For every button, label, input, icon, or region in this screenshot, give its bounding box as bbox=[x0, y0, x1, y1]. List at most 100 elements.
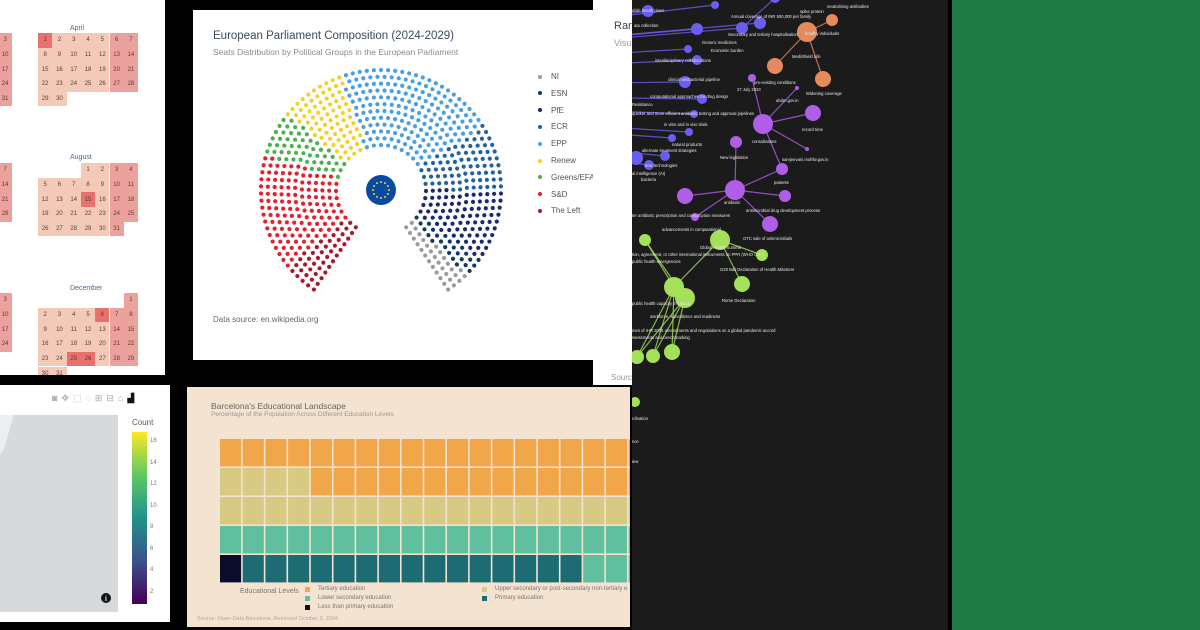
calendar-day[interactable]: 22 bbox=[80, 207, 96, 222]
calendar-day[interactable]: 5 bbox=[80, 307, 96, 323]
calendar-day[interactable]: 17 bbox=[109, 192, 124, 208]
calendar-day[interactable]: 10 bbox=[109, 177, 124, 193]
graph-node[interactable] bbox=[748, 74, 756, 82]
calendar-day[interactable]: 1 bbox=[38, 33, 53, 48]
calendar-day[interactable]: 30 bbox=[38, 366, 53, 375]
calendar-day[interactable]: 25 bbox=[66, 351, 81, 367]
calendar-day[interactable]: 26 bbox=[80, 351, 96, 367]
calendar-day[interactable]: 10 bbox=[52, 322, 67, 338]
calendar-day[interactable]: 20 bbox=[95, 337, 110, 352]
calendar-day[interactable]: 13 bbox=[109, 47, 124, 63]
calendar-day[interactable]: 15 bbox=[80, 192, 96, 208]
calendar-day[interactable]: 21 bbox=[0, 192, 13, 208]
calendar-day[interactable]: 30 bbox=[52, 91, 67, 107]
calendar-day[interactable]: 9 bbox=[95, 177, 110, 193]
calendar-day[interactable]: 18 bbox=[80, 62, 96, 78]
graph-node[interactable] bbox=[736, 22, 748, 34]
calendar-day[interactable]: 26 bbox=[38, 221, 53, 237]
calendar-day[interactable]: 4 bbox=[123, 163, 139, 178]
calendar-day[interactable]: 28 bbox=[109, 351, 124, 367]
calendar-day[interactable]: 26 bbox=[95, 77, 110, 92]
calendar-day[interactable]: 4 bbox=[80, 33, 96, 48]
lasso-icon[interactable]: ◌ bbox=[85, 393, 91, 403]
calendar-day[interactable]: 9 bbox=[38, 322, 53, 338]
calendar-day[interactable]: 12 bbox=[95, 47, 110, 63]
calendar-day[interactable]: 15 bbox=[38, 62, 53, 78]
graph-node[interactable] bbox=[691, 213, 699, 221]
calendar-day[interactable]: 17 bbox=[52, 337, 67, 352]
calendar-day[interactable]: 24 bbox=[52, 351, 67, 367]
calendar-day[interactable]: 21 bbox=[109, 337, 124, 352]
calendar-day[interactable]: 3 bbox=[52, 307, 67, 323]
calendar-day[interactable]: 30 bbox=[95, 221, 110, 237]
graph-node[interactable] bbox=[644, 160, 654, 170]
pan-icon[interactable]: ✥ bbox=[61, 393, 69, 403]
graph-node[interactable] bbox=[664, 344, 680, 360]
graph-node[interactable] bbox=[677, 188, 693, 204]
calendar-day[interactable]: 2 bbox=[95, 163, 110, 178]
camera-icon[interactable]: ◙ bbox=[52, 393, 58, 403]
calendar-day[interactable]: 29 bbox=[123, 351, 139, 367]
calendar-day[interactable]: 24 bbox=[109, 207, 124, 222]
graph-node[interactable] bbox=[632, 350, 644, 364]
calendar-day[interactable]: 3 bbox=[66, 33, 81, 48]
calendar-day[interactable]: 19 bbox=[95, 62, 110, 78]
legend-item[interactable]: Upper secondary or post-secondary non-te… bbox=[482, 586, 627, 592]
graph-node[interactable] bbox=[826, 14, 838, 26]
graph-node[interactable] bbox=[767, 58, 783, 74]
calendar-day[interactable]: 31 bbox=[52, 366, 67, 375]
graph-node[interactable] bbox=[668, 134, 676, 142]
calendar-day[interactable]: 17 bbox=[0, 62, 13, 78]
calendar-day[interactable]: 21 bbox=[123, 62, 139, 78]
graph-node[interactable] bbox=[753, 114, 773, 134]
graph-node[interactable] bbox=[795, 86, 799, 90]
network-graph-panel[interactable]: neutralising antibodies spike protein Annu… bbox=[632, 0, 948, 630]
graph-node[interactable] bbox=[805, 105, 821, 121]
calendar-day[interactable]: 11 bbox=[66, 322, 81, 338]
calendar-day[interactable]: 17 bbox=[0, 322, 13, 338]
calendar-day[interactable]: 5 bbox=[95, 33, 110, 48]
graph-node[interactable] bbox=[776, 163, 788, 175]
graph-node[interactable] bbox=[675, 288, 695, 308]
calendar-day[interactable]: 10 bbox=[66, 47, 81, 63]
calendar-day[interactable]: 16 bbox=[38, 337, 53, 352]
graph-node[interactable] bbox=[779, 190, 791, 202]
legend-item[interactable]: NI bbox=[538, 72, 559, 81]
calendar-day[interactable]: 18 bbox=[123, 192, 139, 208]
calendar-day[interactable]: 24 bbox=[66, 77, 81, 92]
box-select-icon[interactable]: ⬚ bbox=[72, 393, 82, 403]
calendar-day[interactable]: 6 bbox=[109, 33, 124, 48]
calendar-day[interactable]: 12 bbox=[80, 322, 96, 338]
calendar-day[interactable]: 16 bbox=[95, 192, 110, 208]
plotly-logo-icon[interactable]: ▟ bbox=[127, 393, 135, 403]
calendar-day[interactable]: 20 bbox=[52, 207, 67, 222]
calendar-day[interactable]: 10 bbox=[0, 307, 13, 323]
calendar-day[interactable]: 19 bbox=[38, 207, 53, 222]
calendar-day[interactable]: 20 bbox=[109, 62, 124, 78]
calendar-day[interactable]: 31 bbox=[0, 91, 13, 107]
calendar-day[interactable]: 15 bbox=[123, 322, 139, 338]
legend-item[interactable]: PfE bbox=[538, 106, 564, 115]
calendar-day[interactable]: 29 bbox=[38, 91, 53, 107]
calendar-day[interactable]: 14 bbox=[66, 192, 81, 208]
calendar-day[interactable]: 14 bbox=[0, 177, 13, 193]
calendar-day[interactable]: 22 bbox=[123, 337, 139, 352]
calendar-day[interactable]: 31 bbox=[109, 221, 124, 237]
calendar-day[interactable]: 16 bbox=[52, 62, 67, 78]
calendar-day[interactable]: 2 bbox=[52, 33, 67, 48]
info-icon[interactable] bbox=[101, 593, 111, 603]
graph-node[interactable] bbox=[660, 151, 670, 161]
calendar-day[interactable]: 1 bbox=[123, 293, 139, 308]
calendar-day[interactable]: 14 bbox=[123, 47, 139, 63]
calendar-day[interactable]: 12 bbox=[38, 192, 53, 208]
graph-node[interactable] bbox=[711, 1, 719, 9]
graph-node[interactable] bbox=[679, 76, 691, 88]
calendar-day[interactable]: 18 bbox=[66, 337, 81, 352]
zoom-in-icon[interactable]: ⊞ bbox=[94, 393, 103, 403]
calendar-day[interactable]: 27 bbox=[52, 221, 67, 237]
graph-node[interactable] bbox=[632, 397, 640, 407]
calendar-day[interactable]: 23 bbox=[38, 351, 53, 367]
legend-item[interactable]: Renew bbox=[538, 156, 576, 165]
graph-node[interactable] bbox=[646, 349, 660, 363]
graph-node[interactable] bbox=[692, 55, 702, 65]
